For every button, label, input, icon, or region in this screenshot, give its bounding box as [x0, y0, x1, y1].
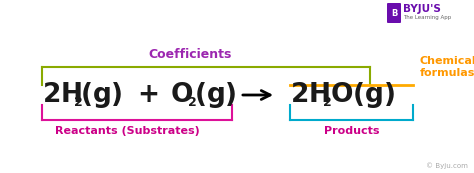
Text: $\mathbf{2H}$: $\mathbf{2H}$ [290, 82, 330, 108]
Text: $\mathbf{2}$: $\mathbf{2}$ [73, 95, 82, 108]
Text: $\mathbf{(g)}$: $\mathbf{(g)}$ [80, 80, 123, 110]
FancyBboxPatch shape [387, 3, 401, 23]
Text: $\mathbf{ (g)}$: $\mathbf{ (g)}$ [194, 80, 237, 110]
Text: $\mathbf{2}$: $\mathbf{2}$ [322, 95, 332, 108]
Text: $\mathbf{+}$: $\mathbf{+}$ [137, 82, 159, 108]
Text: The Learning App: The Learning App [403, 15, 451, 20]
Text: $\mathbf{2H}$: $\mathbf{2H}$ [42, 82, 82, 108]
Text: Products: Products [324, 126, 380, 136]
Text: B: B [391, 8, 397, 17]
Text: BYJU'S: BYJU'S [403, 4, 441, 14]
Text: $\mathbf{O(g)}$: $\mathbf{O(g)}$ [330, 80, 395, 110]
Text: $\mathbf{2}$: $\mathbf{2}$ [187, 95, 197, 108]
Text: Chemical
formulas: Chemical formulas [420, 56, 474, 78]
Text: Reactants (Substrates): Reactants (Substrates) [55, 126, 200, 136]
Text: © Byju.com: © Byju.com [426, 162, 468, 169]
Text: Coefficients: Coefficients [148, 48, 232, 61]
Text: $\mathbf{O}$: $\mathbf{O}$ [170, 82, 193, 108]
